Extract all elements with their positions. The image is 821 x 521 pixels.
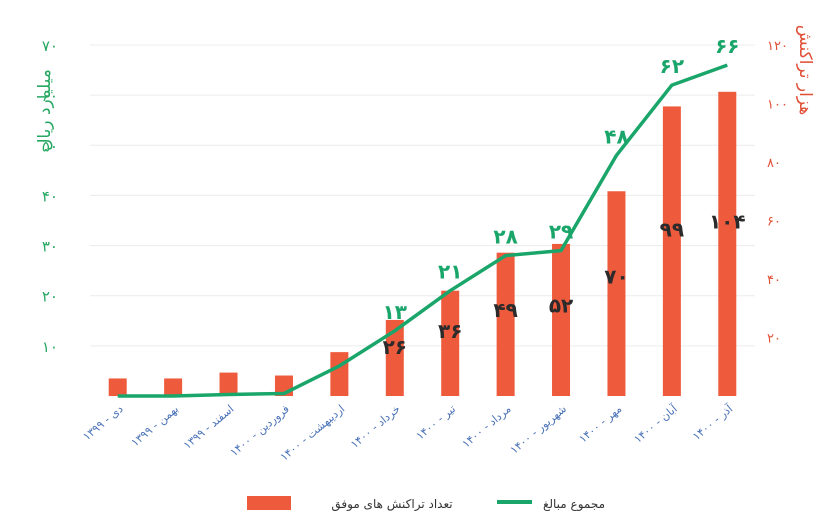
line-data-label: ۶۲ <box>660 54 684 78</box>
bar-data-label: ۱۰۴ <box>709 210 746 234</box>
gridlines <box>90 44 755 347</box>
left-axis-tick-label: ۳۰ <box>42 238 58 256</box>
left-axis-tick-label: ۷۰ <box>42 37 58 55</box>
legend: تعداد تراکنش های موفق مجموع مبالغ <box>247 496 605 512</box>
bar-data-label: ۷۰ <box>604 264 628 288</box>
x-axis-tick-label: شهریور - ۱۴۰۰ <box>508 402 569 456</box>
bar-data-label: ۴۹ <box>493 298 517 322</box>
bar-data-label: ۳۶ <box>438 319 462 343</box>
right-axis-tick-label: ۱۲۰ <box>767 39 788 54</box>
x-axis-tick-label: تیر - ۱۴۰۰ <box>414 402 458 442</box>
right-axis-tick-label: ۱۰۰ <box>767 98 788 113</box>
right-axis-ticks: ۲۰ ۴۰ ۶۰ ۸۰ ۱۰۰ ۱۲۰ <box>767 39 788 347</box>
bar <box>330 352 349 396</box>
left-axis-tick-label: ۱۰ <box>42 338 58 356</box>
bar-data-label: ۵۲ <box>549 293 573 317</box>
line-data-labels: ۱۳ ۲۱ ۲۸ ۲۹ ۴۸ ۶۲ ۶۶ <box>383 34 740 324</box>
bar-data-labels: ۲۶ ۳۶ ۴۹ ۵۲ ۷۰ ۹۹ ۱۰۴ <box>383 210 746 359</box>
bar-series <box>108 91 737 397</box>
x-axis-tick-label: آذر - ۱۴۰۰ <box>690 401 736 443</box>
line-data-label: ۲۹ <box>549 220 573 244</box>
x-axis-tick-label: دی - ۱۳۹۹ <box>80 402 125 443</box>
line-data-label: ۶۶ <box>715 34 739 58</box>
x-axis-tick-label: اسفند - ۱۳۹۹ <box>181 402 237 452</box>
left-axis-ticks: ۱۰ ۲۰ ۳۰ ۴۰ ۵۰ ۶۰ ۷۰ <box>42 37 58 356</box>
bar <box>718 91 737 397</box>
x-axis-tick-label: مرداد - ۱۴۰۰ <box>460 402 514 450</box>
bar <box>607 191 626 396</box>
bar <box>108 378 127 396</box>
bar-data-label: ۹۹ <box>660 218 684 242</box>
right-axis-tick-label: ۸۰ <box>767 156 781 171</box>
bar <box>385 319 404 396</box>
x-axis-tick-label: مهر - ۱۴۰۰ <box>576 402 624 445</box>
left-axis-tick-label: ۵۰ <box>42 137 58 155</box>
right-axis-tick-label: ۶۰ <box>767 215 781 230</box>
left-axis-tick-label: ۶۰ <box>42 87 58 105</box>
bar <box>496 252 515 396</box>
bar <box>164 378 183 396</box>
left-axis-tick-label: ۲۰ <box>42 288 58 306</box>
line-data-label: ۲۱ <box>438 260 462 284</box>
right-axis-tick-label: ۲۰ <box>767 332 781 347</box>
bar <box>662 106 681 397</box>
legend-bar-label: تعداد تراکنش های موفق <box>331 497 452 512</box>
bar <box>219 372 238 396</box>
left-axis-tick-label: ۴۰ <box>42 187 58 205</box>
legend-line-label: مجموع مبالغ <box>543 497 605 512</box>
x-axis-tick-label: خرداد - ۱۴۰۰ <box>348 402 403 451</box>
line-data-label: ۱۳ <box>383 300 407 324</box>
line-series <box>117 63 728 398</box>
legend-bar-swatch <box>247 496 291 510</box>
line-data-label: ۲۸ <box>493 225 517 249</box>
line-data-label: ۴۸ <box>604 124 628 148</box>
bar <box>552 243 571 396</box>
right-axis-tick-label: ۴۰ <box>767 273 781 288</box>
bar-data-label: ۲۶ <box>383 335 407 359</box>
left-axis-label: میلیارد ریال <box>35 69 55 151</box>
x-axis-tick-label: آبان - ۱۴۰۰ <box>631 401 681 446</box>
x-axis-tick-label: بهمن - ۱۳۹۹ <box>129 402 181 449</box>
bar <box>441 290 460 396</box>
right-axis-label: هزار تراکنش <box>795 25 815 115</box>
